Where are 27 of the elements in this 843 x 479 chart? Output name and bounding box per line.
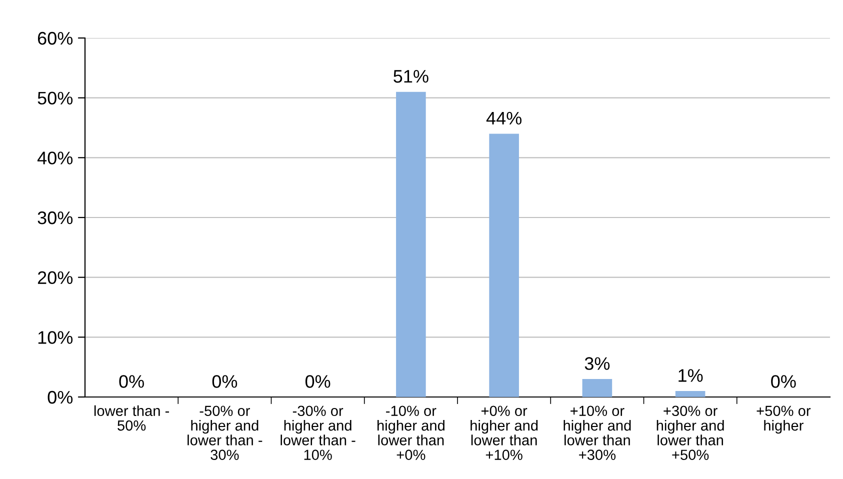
data-label: 51% bbox=[394, 70, 428, 83]
bar bbox=[675, 391, 706, 397]
x-tick-label: +0% or higher and lower than +10% bbox=[470, 406, 538, 460]
x-tick-label: -30% or higher and lower than - 10% bbox=[280, 406, 356, 460]
y-tick-label: 30% bbox=[38, 211, 73, 224]
y-tick-label: 0% bbox=[48, 390, 73, 404]
data-label: 0% bbox=[119, 375, 144, 388]
data-label: 0% bbox=[771, 375, 796, 388]
y-tick-label: 40% bbox=[37, 152, 73, 164]
x-tick-label: +50% or higher bbox=[756, 406, 811, 434]
data-label: 3% bbox=[584, 357, 610, 370]
y-tick-label: 20% bbox=[38, 271, 73, 284]
data-label: 1% bbox=[678, 369, 703, 382]
x-tick-label: -50% or higher and lower than - 30% bbox=[188, 406, 262, 460]
data-label: 0% bbox=[305, 375, 330, 388]
y-tick-label: 60% bbox=[38, 32, 73, 45]
x-tick-label: +10% or higher and lower than +30% bbox=[564, 406, 631, 460]
y-tick-label: 50% bbox=[38, 92, 73, 105]
bar bbox=[582, 379, 612, 397]
x-tick-label: lower than - 50% bbox=[94, 405, 170, 431]
bar bbox=[396, 92, 426, 397]
data-label: 44% bbox=[486, 112, 522, 125]
data-label: 0% bbox=[212, 375, 238, 388]
x-tick-label: +30% or higher and lower than +50% bbox=[656, 406, 724, 460]
bar bbox=[489, 134, 519, 397]
x-tick-label: -10% or higher and lower than +0% bbox=[377, 406, 444, 460]
y-tick-label: 10% bbox=[38, 331, 73, 344]
